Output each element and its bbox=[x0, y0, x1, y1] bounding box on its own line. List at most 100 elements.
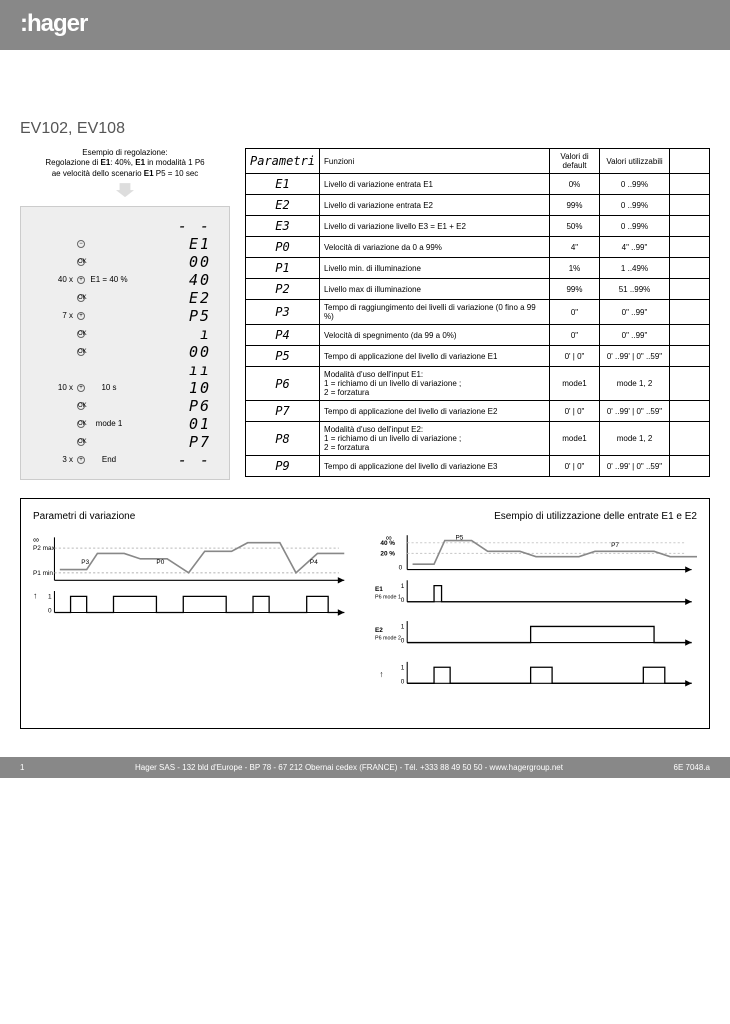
panel-button-icon: + bbox=[77, 384, 85, 392]
table-row: P0Velocità di variazione da 0 a 99%4"4" … bbox=[246, 237, 710, 258]
param-code: P9 bbox=[246, 456, 320, 477]
panel-button-icon: OK bbox=[77, 258, 85, 266]
param-function: Velocità di variazione da 0 a 99% bbox=[320, 237, 550, 258]
svg-text:∞: ∞ bbox=[33, 534, 39, 544]
table-header: Parametri bbox=[246, 149, 320, 174]
param-default: 0" bbox=[550, 325, 600, 346]
param-range: 0 ..99% bbox=[600, 195, 670, 216]
panel-segment-display: 00 bbox=[133, 253, 219, 271]
logo: :hager bbox=[20, 10, 87, 37]
param-function: Livello di variazione livello E3 = E1 + … bbox=[320, 216, 550, 237]
param-default: 0' | 0" bbox=[550, 456, 600, 477]
panel-segment-display: - - bbox=[133, 451, 219, 469]
panel-button-icon: OK bbox=[77, 420, 85, 428]
param-code: E2 bbox=[246, 195, 320, 216]
panel-button-icon: − bbox=[77, 240, 85, 248]
param-note bbox=[670, 258, 710, 279]
param-code: P1 bbox=[246, 258, 320, 279]
table-header: Funzioni bbox=[320, 149, 550, 174]
svg-text:0: 0 bbox=[401, 637, 405, 644]
svg-text:P6 mode 2: P6 mode 2 bbox=[375, 635, 401, 641]
panel-segment-display: E1 bbox=[133, 235, 219, 253]
panel-segment-display: ıı bbox=[133, 361, 219, 379]
panel-button-icon: + bbox=[77, 456, 85, 464]
param-code: P3 bbox=[246, 300, 320, 325]
param-default: 0' | 0" bbox=[550, 401, 600, 422]
chart-left: Parametri di variazione ∞P2 maxP1 minP3P… bbox=[33, 511, 355, 716]
table-row: E2Livello di variazione entrata E299%0 .… bbox=[246, 195, 710, 216]
param-default: 0' | 0" bbox=[550, 346, 600, 367]
footer-code: 6E 7048.a bbox=[674, 763, 710, 772]
panel-inner-label: 10 s bbox=[89, 383, 129, 392]
table-row: P9Tempo di applicazione del livello di v… bbox=[246, 456, 710, 477]
svg-text:1: 1 bbox=[401, 664, 405, 671]
svg-text:0: 0 bbox=[401, 678, 405, 685]
param-code: E1 bbox=[246, 174, 320, 195]
panel-row: ıı bbox=[31, 361, 219, 379]
panel-inner-label: mode 1 bbox=[89, 419, 129, 428]
arrow-down-icon bbox=[116, 183, 134, 197]
svg-text:E1: E1 bbox=[375, 586, 383, 593]
svg-text:P6 mode 1: P6 mode 1 bbox=[375, 594, 401, 600]
parameters-table: ParametriFunzioniValori di defaultValori… bbox=[245, 148, 710, 477]
param-code: P8 bbox=[246, 422, 320, 456]
param-function: Livello di variazione entrata E1 bbox=[320, 174, 550, 195]
table-row: P1Livello min. di illuminazione1%1 ..49% bbox=[246, 258, 710, 279]
param-range: 0" ..99" bbox=[600, 325, 670, 346]
param-default: 0% bbox=[550, 174, 600, 195]
panel-button-icon: OK bbox=[77, 438, 85, 446]
panel-row: 3 x+End- - bbox=[31, 451, 219, 469]
table-row: P6Modalità d'uso dell'input E1: 1 = rich… bbox=[246, 367, 710, 401]
param-note bbox=[670, 237, 710, 258]
panel-row: OKP6 bbox=[31, 397, 219, 415]
left-column: Esempio di regolazione: Regolazione di E… bbox=[20, 148, 230, 480]
param-range: 0 ..99% bbox=[600, 174, 670, 195]
svg-text:20 %: 20 % bbox=[380, 550, 395, 557]
param-function: Livello max di illuminazione bbox=[320, 279, 550, 300]
svg-text:1: 1 bbox=[401, 582, 405, 589]
panel-row: - - bbox=[31, 217, 219, 235]
svg-text:P3: P3 bbox=[81, 559, 89, 566]
panel-segment-display: ı bbox=[133, 325, 219, 343]
panel-row: OK P7 bbox=[31, 433, 219, 451]
panel-row: OK 00 bbox=[31, 253, 219, 271]
svg-text:40 %: 40 % bbox=[380, 539, 395, 546]
table-row: P7Tempo di applicazione del livello di v… bbox=[246, 401, 710, 422]
table-row: P2Livello max di illuminazione99%51 ..99… bbox=[246, 279, 710, 300]
chart-right-svg: ∞40 %20 %0P5P710E1P6 mode 110E2P6 mode 2… bbox=[375, 532, 697, 714]
param-code: P2 bbox=[246, 279, 320, 300]
chart-left-title: Parametri di variazione bbox=[33, 511, 355, 522]
panel-row: OKE2 bbox=[31, 289, 219, 307]
chart-left-svg: ∞P2 maxP1 minP3P0P4↑10 bbox=[33, 532, 355, 672]
param-code: P5 bbox=[246, 346, 320, 367]
panel-button-icon: OK bbox=[77, 348, 85, 356]
svg-text:0: 0 bbox=[48, 607, 52, 614]
panel-count-label: 3 x bbox=[31, 455, 73, 464]
table-header bbox=[670, 149, 710, 174]
table-row: E1Livello di variazione entrata E10%0 ..… bbox=[246, 174, 710, 195]
table-row: P4Velocità di spegnimento (da 99 a 0%)0"… bbox=[246, 325, 710, 346]
panel-count-label: 10 x bbox=[31, 383, 73, 392]
panel-row: 7 x+P5 bbox=[31, 307, 219, 325]
param-default: 0" bbox=[550, 300, 600, 325]
panel-segment-display: E2 bbox=[133, 289, 219, 307]
panel-inner-label: E1 = 40 % bbox=[89, 275, 129, 284]
panel-segment-display: P7 bbox=[133, 433, 219, 451]
param-range: 1 ..49% bbox=[600, 258, 670, 279]
param-code: E3 bbox=[246, 216, 320, 237]
param-note bbox=[670, 279, 710, 300]
panel-row: OKı bbox=[31, 325, 219, 343]
param-default: 99% bbox=[550, 195, 600, 216]
param-range: 51 ..99% bbox=[600, 279, 670, 300]
example-line3: ae velocità dello scenario E1 P5 = 10 se… bbox=[20, 169, 230, 179]
param-code: P6 bbox=[246, 367, 320, 401]
param-function: Tempo di applicazione del livello di var… bbox=[320, 346, 550, 367]
param-function: Tempo di raggiungimento dei livelli di v… bbox=[320, 300, 550, 325]
param-note bbox=[670, 367, 710, 401]
example-caption: Esempio di regolazione: Regolazione di E… bbox=[20, 148, 230, 201]
svg-text:P2 max: P2 max bbox=[33, 545, 56, 552]
svg-text:P0: P0 bbox=[156, 559, 164, 566]
param-range: 0' ..99' | 0" ..59" bbox=[600, 456, 670, 477]
panel-count-label: 40 x bbox=[31, 275, 73, 284]
svg-text:1: 1 bbox=[48, 593, 52, 600]
